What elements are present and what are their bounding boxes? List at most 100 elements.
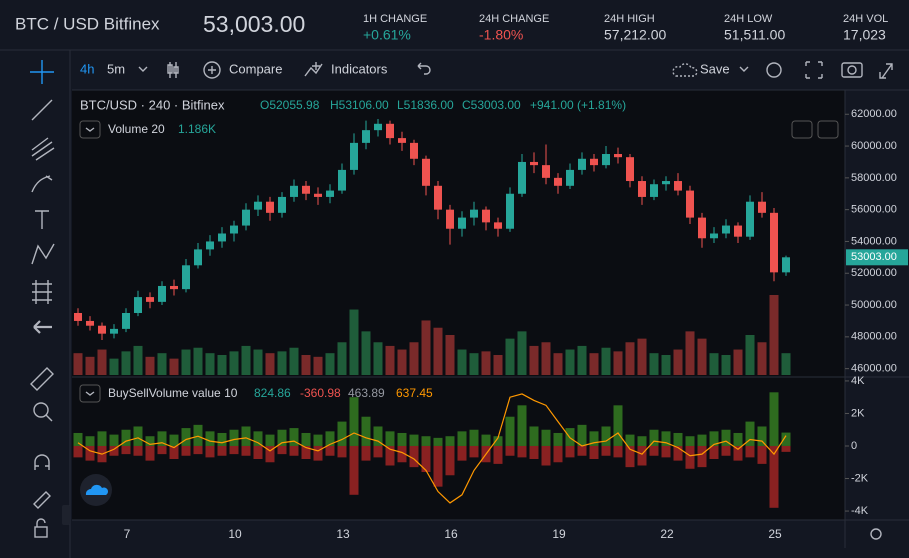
settings-icon[interactable] bbox=[766, 62, 782, 78]
volume-bar bbox=[493, 355, 503, 375]
sell-bar bbox=[373, 445, 383, 458]
buy-bar bbox=[769, 392, 779, 446]
x-tick-label: 13 bbox=[336, 527, 350, 541]
volume-bar bbox=[553, 353, 563, 375]
save[interactable]: Save bbox=[700, 61, 730, 76]
sell-bar bbox=[409, 445, 419, 468]
stat-value: +0.61% bbox=[363, 27, 411, 43]
volume-bar bbox=[781, 353, 791, 375]
buy-bar bbox=[529, 426, 539, 446]
sell-bar bbox=[193, 445, 203, 455]
sell-bar bbox=[505, 445, 515, 456]
volume-bar bbox=[469, 353, 479, 375]
crosshair-tool[interactable] bbox=[30, 60, 54, 84]
fib-tool[interactable] bbox=[31, 137, 55, 161]
buy-bar bbox=[97, 431, 107, 446]
stat-value: 17,023 bbox=[843, 27, 886, 43]
prediction-tool[interactable] bbox=[32, 280, 52, 304]
magnet-tool[interactable] bbox=[34, 454, 50, 470]
candle-body bbox=[386, 123, 394, 139]
buy-bar bbox=[673, 432, 683, 446]
volume-bar bbox=[301, 355, 311, 375]
buy-bar bbox=[325, 431, 335, 446]
volume-bar bbox=[373, 342, 383, 375]
stat-value: -1.80% bbox=[479, 27, 523, 43]
interval[interactable]: 5m bbox=[107, 61, 125, 76]
buy-bar bbox=[661, 431, 671, 446]
fullscreen-icon[interactable] bbox=[805, 61, 823, 79]
volume-bar bbox=[253, 349, 263, 375]
sell-bar bbox=[745, 445, 755, 458]
volume-bar bbox=[313, 356, 323, 375]
sell-bar bbox=[625, 445, 635, 468]
lock-draw-tool[interactable] bbox=[33, 491, 51, 509]
buy-bar bbox=[361, 416, 371, 446]
indicators[interactable]: Indicators bbox=[331, 61, 388, 76]
volume-bar bbox=[745, 335, 755, 375]
snapshot-icon[interactable] bbox=[841, 62, 863, 78]
stat-value: 57,212.00 bbox=[604, 27, 666, 43]
back-tool[interactable] bbox=[33, 320, 52, 334]
indicators-icon[interactable] bbox=[304, 62, 323, 77]
stat-label: 1H CHANGE bbox=[363, 13, 427, 25]
y2-tick-label: 2K bbox=[851, 407, 865, 419]
interval[interactable]: 4h bbox=[80, 61, 94, 76]
collapse-button[interactable] bbox=[79, 384, 101, 403]
settings-icon[interactable] bbox=[870, 528, 882, 540]
buy-bar bbox=[157, 431, 167, 446]
candle-body bbox=[182, 265, 190, 290]
buy-bar bbox=[721, 429, 731, 446]
reset-button[interactable] bbox=[817, 120, 839, 139]
zoom-tool[interactable] bbox=[33, 402, 49, 418]
sell-bar bbox=[277, 445, 287, 455]
candle-body bbox=[266, 201, 274, 213]
buy-bar bbox=[133, 426, 143, 446]
text-tool[interactable] bbox=[35, 210, 49, 229]
dropdown-icon[interactable] bbox=[739, 66, 749, 72]
buy-bar bbox=[109, 434, 119, 446]
brush-tool[interactable] bbox=[31, 175, 53, 193]
buy-bar bbox=[253, 431, 263, 446]
buy-bar bbox=[685, 436, 695, 446]
buy-bar bbox=[229, 429, 239, 446]
cloud-icon[interactable] bbox=[672, 63, 698, 77]
buy-bar bbox=[517, 405, 527, 446]
measure-tool[interactable] bbox=[30, 367, 54, 391]
scroll-button[interactable] bbox=[791, 120, 813, 139]
candle-body bbox=[398, 138, 406, 143]
compare[interactable]: Compare bbox=[229, 61, 282, 76]
buy-bar bbox=[289, 428, 299, 446]
volume-bar bbox=[325, 353, 335, 375]
sell-bar bbox=[541, 445, 551, 466]
x-tick-label: 16 bbox=[444, 527, 458, 541]
sell-bar bbox=[553, 445, 563, 463]
line-tool[interactable] bbox=[31, 99, 53, 121]
pattern-tool[interactable] bbox=[31, 243, 55, 265]
volume-bar bbox=[637, 338, 647, 375]
collapse-button[interactable] bbox=[62, 505, 70, 525]
sell-bar bbox=[145, 445, 155, 461]
sell-bar bbox=[241, 445, 251, 456]
lock-tool[interactable] bbox=[34, 526, 48, 538]
volume-bar bbox=[397, 349, 407, 375]
indicator-value: 637.45 bbox=[396, 386, 433, 400]
volume-bar bbox=[757, 342, 767, 375]
volume-bar bbox=[409, 342, 419, 375]
undo-icon[interactable] bbox=[417, 62, 431, 75]
publish-icon[interactable] bbox=[879, 63, 893, 79]
dropdown-icon[interactable] bbox=[138, 66, 148, 72]
candle-body bbox=[326, 190, 334, 197]
compare-icon bbox=[208, 66, 216, 74]
candle-body bbox=[674, 181, 682, 191]
volume-bar bbox=[433, 327, 443, 375]
buy-bar bbox=[217, 432, 227, 446]
x-tick-label: 19 bbox=[552, 527, 566, 541]
volume-bar bbox=[721, 355, 731, 375]
sell-bar bbox=[721, 445, 731, 456]
sell-bar bbox=[457, 445, 467, 461]
candle-body bbox=[578, 158, 586, 170]
compare-icon[interactable] bbox=[203, 61, 221, 79]
chart-type-icon[interactable] bbox=[167, 62, 179, 78]
buy-bar bbox=[313, 434, 323, 446]
collapse-button[interactable] bbox=[79, 120, 101, 139]
